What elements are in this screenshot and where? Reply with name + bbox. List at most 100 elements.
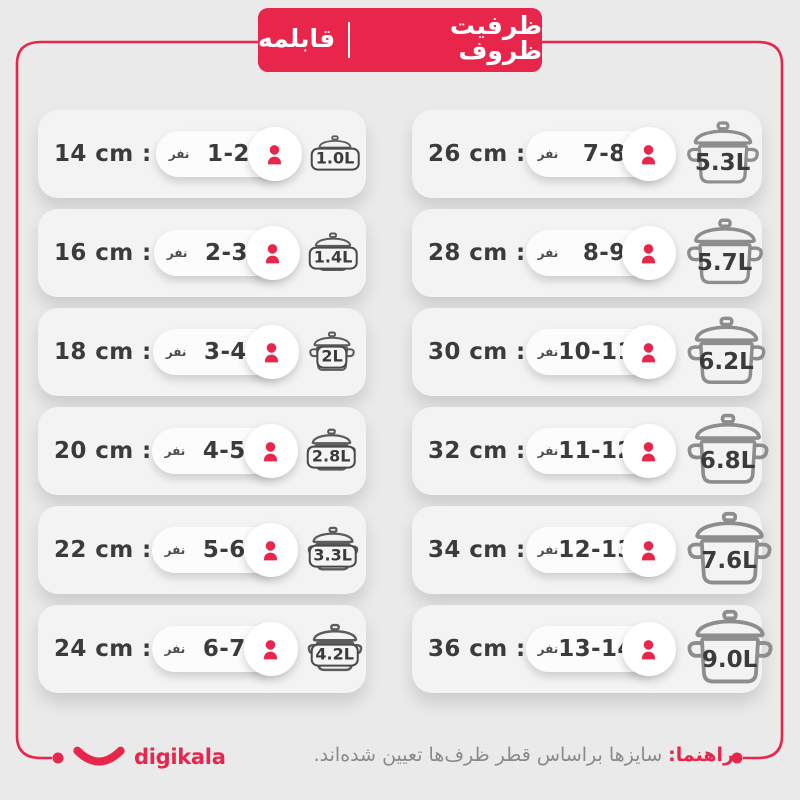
stockpot-icon: 7.6L [682,509,777,592]
footer-note-text: سایزها براساس قطر ظرف‌ها تعیین شده‌اند. [313,744,663,766]
size-row: 22 cm : نفر 5-6 3.3L [38,506,366,594]
people-count: 3-4 [204,339,247,365]
person-badge [621,622,676,676]
size-row: 26 cm : نفر 7-8 5.3L [412,110,762,198]
people-unit-label: نفر [168,147,190,161]
size-label: 14 cm : [54,141,152,167]
stockpot-icon: 6.8L [682,411,774,491]
size-label: 24 cm : [54,636,152,662]
capacity-label: 3.3L [308,544,357,568]
people-pill: نفر 4-5 [151,424,298,478]
stockpot-icon: 3.3L [304,525,362,575]
stockpot-icon: 5.7L [682,216,768,291]
people-count: 1-2 [207,141,250,167]
person-icon [642,639,656,659]
size-row: 30 cm : نفر 10-11 6.2L [412,308,766,396]
size-row: 20 cm : نفر 4-5 2.8L [38,407,366,495]
title-badge: ظرفیت ظروف قابلمه [258,8,542,72]
people-unit-label: نفر [537,345,559,359]
stockpot-icon: 4.2L [304,622,366,676]
size-row: 14 cm : نفر 1-2 1.0L [38,110,366,198]
capacity-label: 4.2L [310,644,359,667]
capacity-label: 1.4L [308,246,358,270]
size-row: 16 cm : نفر 2-3 1.4L [38,209,366,297]
stockpot-icon: 2L [306,330,358,375]
person-icon [642,144,656,164]
person-badge [247,127,302,181]
people-pill: نفر 10-11 [525,325,676,379]
size-label: 32 cm : [428,438,526,464]
capacity-label: 6.2L [698,348,754,375]
person-badge [244,325,299,379]
size-label: 18 cm : [54,339,152,365]
size-label: 36 cm : [428,636,526,662]
stockpot-icon: 6.2L [682,314,771,391]
people-unit-label: نفر [537,147,559,161]
frame-connector-dot [52,752,64,764]
person-icon [642,243,656,263]
people-unit-label: نفر [165,345,187,359]
person-icon [264,639,278,659]
footer-note: راهنما:سایزها براساس قطر ظرف‌ها تعیین شد… [314,744,734,766]
size-row: 36 cm : نفر 13-14 9.0L [412,605,773,693]
size-row: 28 cm : نفر 8-9 5.7L [412,209,763,297]
people-pill: نفر 12-13 [525,523,676,577]
person-badge [243,523,298,577]
people-pill: نفر 2-3 [153,226,300,280]
people-pill: نفر 3-4 [152,325,299,379]
people-unit-label: نفر [537,444,559,458]
person-icon [642,540,656,560]
stockpot-icon: 2.8L [304,427,359,475]
people-unit-label: نفر [537,246,559,260]
people-count: 4-5 [202,438,246,464]
size-table: 14 cm : نفر 1-2 1.0L 16 cm : نف [38,110,773,693]
people-pill: نفر 8-9 [525,226,676,280]
size-label: 22 cm : [54,537,152,563]
people-count: 6-7 [202,636,246,662]
people-pill: نفر 13-14 [525,622,676,676]
people-pill: نفر 5-6 [151,523,298,577]
capacity-label: 5.7L [696,249,753,276]
people-count: 8-9 [582,240,626,266]
person-badge [621,523,676,577]
stockpot-icon: 5.3L [682,119,764,190]
people-unit-label: نفر [164,444,186,458]
people-unit-label: نفر [537,543,559,557]
person-badge [621,325,676,379]
people-pill: نفر 7-8 [525,127,676,181]
size-label: 30 cm : [428,339,526,365]
people-count: 7-8 [582,141,626,167]
capacity-label: 5.3L [694,150,751,177]
people-unit-label: نفر [537,642,559,656]
size-label: 26 cm : [428,141,526,167]
person-icon [642,342,656,362]
capacity-label: 6.8L [699,448,756,475]
column-left: 14 cm : نفر 1-2 1.0L 16 cm : نف [38,110,366,693]
person-icon [264,441,278,461]
size-label: 16 cm : [54,240,152,266]
capacity-label: 7.6L [701,547,757,574]
people-count: 5-6 [202,537,246,563]
people-unit-label: نفر [166,246,188,260]
person-icon [265,342,279,362]
capacity-label: 9.0L [701,646,758,673]
size-label: 20 cm : [54,438,152,464]
size-row: 18 cm : نفر 3-4 2L [38,308,366,396]
capacity-label: 1.0L [310,147,360,171]
people-unit-label: نفر [164,543,186,557]
title-secondary: قابلمه [258,23,336,53]
people-unit-label: نفر [164,642,186,656]
person-badge [621,127,676,181]
person-badge [243,622,298,676]
digikala-smile-icon [73,746,125,766]
person-badge [621,424,676,478]
capacity-label: 2L [316,345,348,369]
stockpot-icon: 1.0L [310,134,360,174]
person-icon [264,540,278,560]
brand-logo: digikala [72,738,226,776]
footer-note-label: راهنما: [668,744,734,766]
title-divider [348,22,351,58]
person-icon [266,243,280,263]
people-pill: نفر 1-2 [155,127,302,181]
size-row: 32 cm : نفر 11-12 6.8L [412,407,769,495]
